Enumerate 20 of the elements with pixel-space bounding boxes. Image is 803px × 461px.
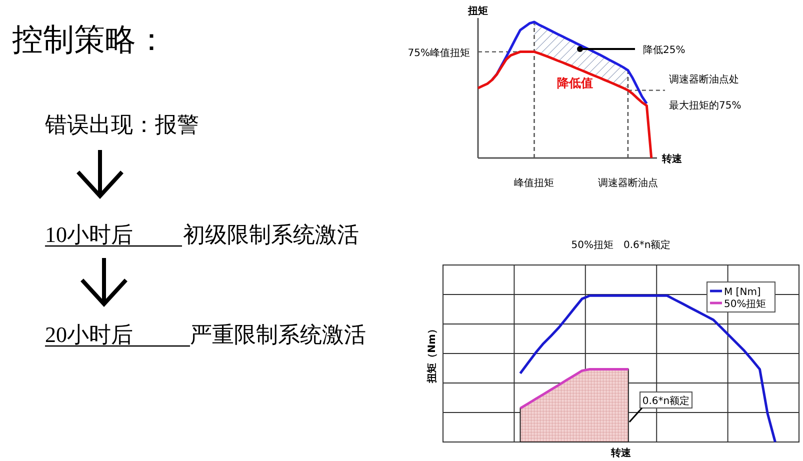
text: 错误出现：报警 [44, 113, 199, 138]
ref-line-label: 75%峰值扭矩 [408, 46, 470, 59]
x-axis-title: 转速 [661, 153, 683, 165]
y-axis-title: 扭矩（Nm） [426, 324, 438, 384]
text: 10小时后 [45, 222, 133, 247]
x-axis-title: 转速 [610, 447, 632, 459]
legend-label: M [Nm] [724, 287, 761, 298]
annotation: 0.6*n额定 [642, 395, 690, 407]
chart-title: 50%扭矩 0.6*n额定 [571, 239, 671, 251]
text: 20小时后 [45, 322, 133, 347]
y-axis-title: 扭矩 [467, 5, 488, 17]
x-tick-label: 峰值扭矩 [514, 177, 554, 189]
series-label: 降低值 [557, 76, 593, 90]
text: 初级限制系统激活 [183, 223, 359, 248]
annotation: 降低25% [643, 44, 686, 56]
text: 严重限制系统激活 [190, 323, 366, 348]
text: 控制策略： [12, 22, 167, 58]
x-tick-label: 调速器断油点 [598, 177, 658, 189]
text: 调速器断油点处最大扭矩的75% [669, 74, 742, 112]
legend-label: 50%扭矩 [724, 298, 766, 310]
